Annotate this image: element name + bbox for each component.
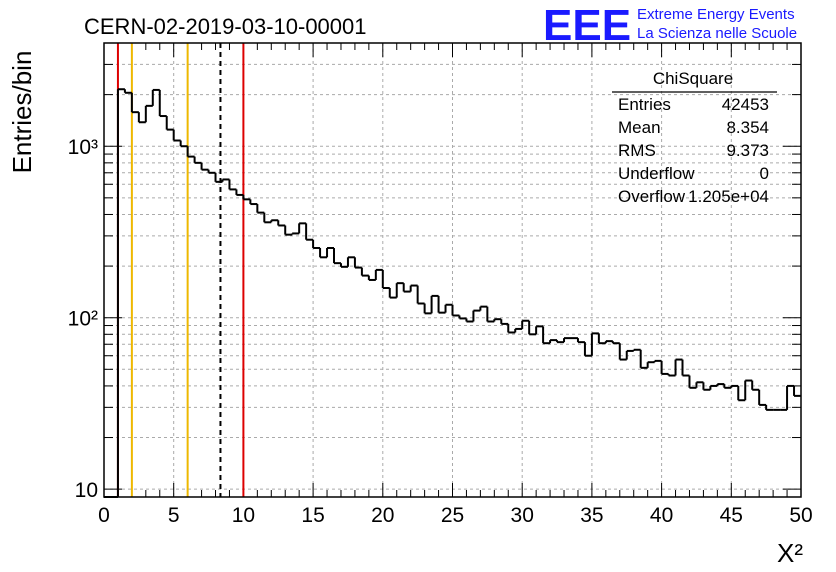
y-axis-title: Entries/bin xyxy=(7,51,37,174)
stats-label-rms: RMS xyxy=(618,141,656,160)
x-tick-label: 0 xyxy=(98,504,110,527)
plot-frame xyxy=(103,42,802,498)
reference-lines xyxy=(116,43,245,497)
x-tick-label: 35 xyxy=(580,504,603,527)
stats-value-entries: 42453 xyxy=(722,95,769,114)
logo-line1: Extreme Energy Events xyxy=(637,6,795,23)
logo-line2: La Scienza nelle Scuole xyxy=(637,25,797,42)
x-tick-label: 45 xyxy=(720,504,743,527)
y-tick-label: 10 xyxy=(75,479,98,502)
x-tick-label: 25 xyxy=(441,504,464,527)
stats-label-mean: Mean xyxy=(618,118,661,137)
x-tick-label: 5 xyxy=(168,504,180,527)
x-tick-label: 40 xyxy=(650,504,673,527)
x-tick-label: 50 xyxy=(789,504,812,527)
x-tick-label: 15 xyxy=(301,504,324,527)
stats-label-entries: Entries xyxy=(618,95,671,114)
stats-box: ChiSquare Entries 42453 Mean 8.354 RMS 9… xyxy=(612,69,777,206)
histogram-bins xyxy=(104,88,801,498)
x-axis-title: X² xyxy=(777,538,803,568)
tick-labels: 0 5 10 15 20 25 30 35 40 45 50 10 10² 10³ xyxy=(68,136,813,527)
stats-value-overflow: 1.205e+04 xyxy=(688,187,769,206)
eee-logo: EEE Extreme Energy Events La Scienza nel… xyxy=(543,1,797,50)
y-tick-label: 10³ xyxy=(68,136,98,159)
stats-label-overflow: Overflow xyxy=(618,187,686,206)
x-tick-label: 20 xyxy=(371,504,394,527)
stats-title: ChiSquare xyxy=(653,69,733,88)
stats-value-underflow: 0 xyxy=(760,164,769,183)
grid-lines xyxy=(104,42,801,498)
canvas-title: CERN-02-2019-03-10-00001 xyxy=(84,14,367,39)
x-tick-label: 30 xyxy=(511,504,534,527)
x-tick-label: 10 xyxy=(232,504,255,527)
logo-mark: EEE xyxy=(543,1,631,50)
stats-value-mean: 8.354 xyxy=(726,118,769,137)
y-tick-label: 10² xyxy=(68,308,98,331)
stats-value-rms: 9.373 xyxy=(726,141,769,160)
stats-label-underflow: Underflow xyxy=(618,164,695,183)
